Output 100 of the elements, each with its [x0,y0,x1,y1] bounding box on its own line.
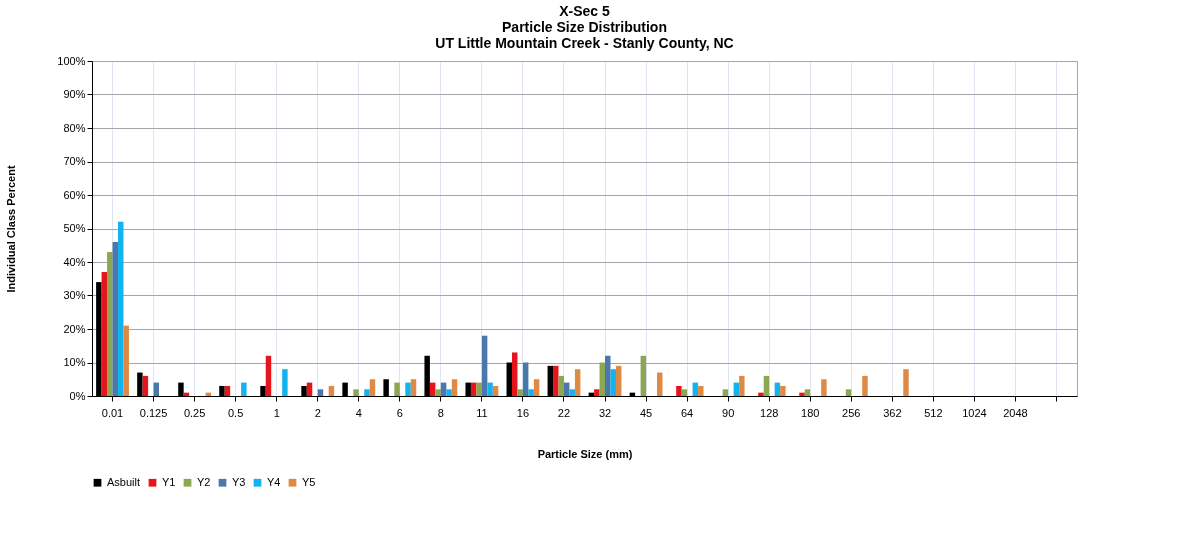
bar [476,382,482,396]
bar [241,382,247,396]
bar [451,379,458,396]
bar [533,379,540,396]
bar [369,379,376,396]
y-tick-label: 60% [63,188,86,201]
bar [481,335,488,396]
bar [698,385,704,396]
x-tick-label: 6 [396,406,403,419]
bar [224,385,231,396]
bar [101,272,108,396]
y-tick-label: 80% [63,121,86,134]
bar [763,375,770,396]
text: Particle Size Distribution [502,19,667,35]
bar [610,369,616,396]
y-tick-label: 90% [63,88,86,100]
x-tick-label: 45 [639,406,653,419]
bar [517,389,523,396]
bar [558,375,564,396]
y-tick-label: 100% [57,54,86,67]
bar [722,389,729,396]
x-tick-label: 512 [924,406,943,419]
bar [487,382,493,396]
bar [615,365,622,396]
bar [282,369,288,396]
bar [117,221,124,396]
x-tick-label: 2 [314,406,321,419]
bar [522,362,529,396]
x-tick-label: 256 [842,406,861,419]
bar [780,385,786,396]
bar [364,389,370,396]
bar [594,389,600,396]
bar [328,385,335,396]
bar [599,362,606,396]
legend-label: Y1 [162,475,176,488]
y-tick-label: 70% [63,155,86,167]
x-tick-label: 1024 [962,406,987,419]
legend-label: Asbuilt [107,475,141,488]
x-tick-label: 22 [557,406,571,419]
bar [804,389,811,396]
bar [574,369,581,396]
text: X-Sec 5 [559,3,610,19]
x-tick-label: 362 [883,406,902,419]
bar [435,389,441,396]
x-tick-label: 0.5 [228,406,244,419]
bar [107,251,113,396]
bar [142,375,149,396]
x-tick-label: 16 [516,406,530,419]
x-tick-label: 0.125 [139,406,168,419]
legend-label: Y3 [232,475,246,488]
bar [353,389,359,396]
bar [405,382,411,396]
y-tick-label: 40% [63,255,86,268]
bar [640,355,647,396]
x-tick-label: 11 [476,406,488,419]
bar [903,369,909,396]
bar [528,389,534,396]
bar [605,355,611,396]
y-tick-label: 10% [63,356,86,368]
x-tick-label: 0.01 [101,406,124,419]
bar [410,379,417,396]
bar [446,389,452,396]
x-tick-label: 0.25 [183,406,206,419]
bar [511,352,518,396]
x-tick-label: 1 [273,406,280,419]
x-tick-label: 2048 [1003,406,1028,419]
bar [553,365,559,396]
y-axis-title: Individual Class Percent [5,165,18,293]
bar [123,325,129,396]
bar [739,375,745,396]
bar [799,392,805,396]
legend-label: Y4 [267,475,281,488]
bar [317,389,324,396]
bar [492,385,499,396]
bar [676,385,682,396]
x-tick-label: 64 [680,406,694,419]
bar [845,389,852,396]
bar [862,375,868,396]
x-tick-label: 8 [437,406,444,419]
bar [569,389,575,396]
y-tick-label: 30% [63,289,86,301]
x-tick-label: 180 [801,406,820,419]
bar [681,389,688,396]
x-tick-label: 32 [598,406,612,419]
bar [112,241,118,396]
y-tick-label: 20% [63,322,86,335]
x-tick-label: 4 [355,406,362,419]
y-tick-label: 0% [69,389,86,402]
bar [394,382,400,396]
x-tick-label: 128 [760,406,779,419]
text: UT Little Mountain Creek - Stanly County, NC [435,35,734,51]
bar [821,379,827,396]
x-tick-label: 90 [722,406,735,419]
x-axis-title: Particle Size (mm) [537,447,633,460]
bar [758,392,764,396]
legend-label: Y5 [302,475,316,488]
legend-label: Y2 [197,475,211,488]
bar [265,355,272,396]
y-tick-label: 50% [63,222,86,234]
bar [657,372,663,396]
